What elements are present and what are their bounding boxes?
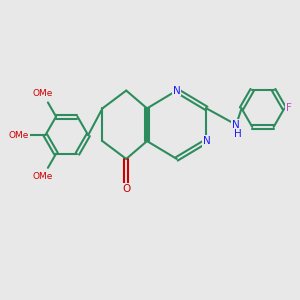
Text: O: O xyxy=(122,184,130,194)
Text: OMe: OMe xyxy=(8,130,29,140)
Text: N: N xyxy=(173,85,181,96)
Text: N: N xyxy=(232,120,240,130)
Text: F: F xyxy=(286,103,292,113)
Text: OMe: OMe xyxy=(32,172,53,181)
Text: N: N xyxy=(202,136,210,146)
Text: H: H xyxy=(234,129,242,139)
Text: OMe: OMe xyxy=(32,89,53,98)
